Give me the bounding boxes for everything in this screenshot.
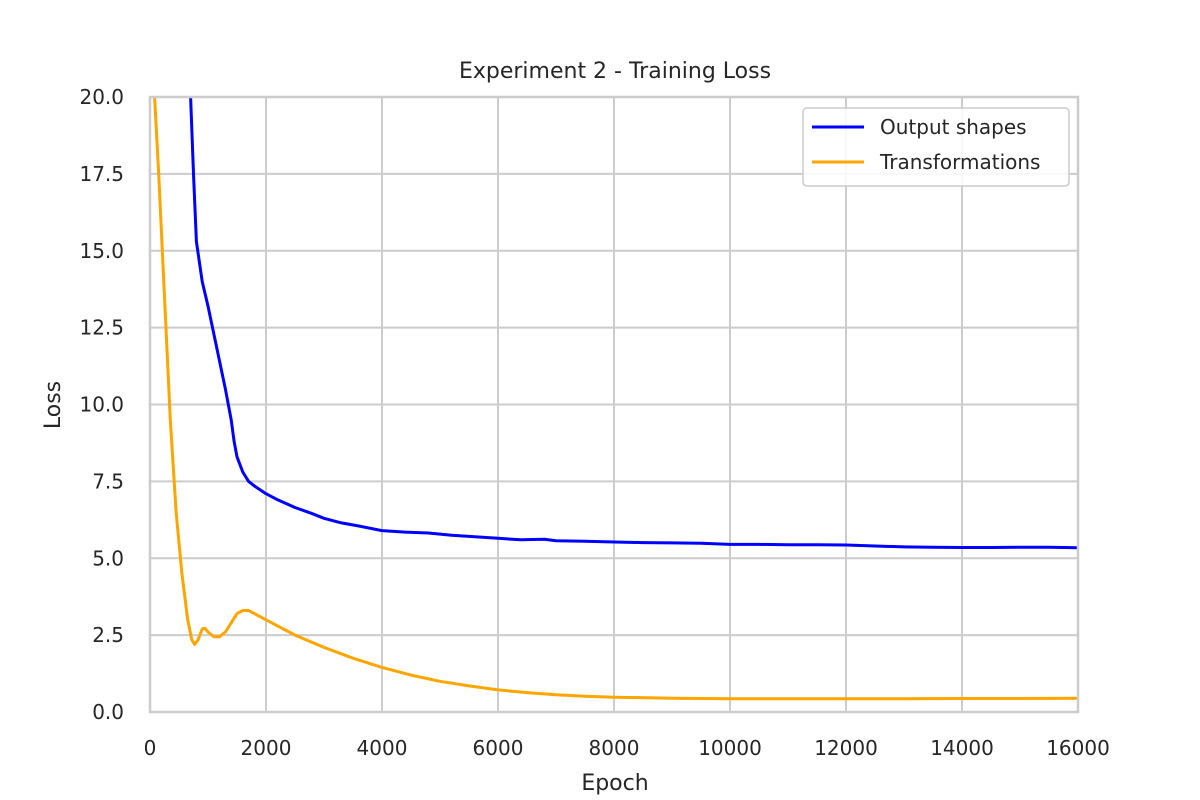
- chart-title: Experiment 2 - Training Loss: [459, 59, 771, 84]
- y-tick-label: 12.5: [79, 316, 124, 340]
- x-tick-label: 16000: [1046, 736, 1110, 760]
- y-tick-label: 20.0: [79, 85, 124, 109]
- legend-box: [802, 107, 1070, 187]
- x-tick-label: 0: [144, 736, 157, 760]
- x-axis-title: Epoch: [581, 771, 648, 796]
- grid: [149, 96, 1079, 713]
- series-line-output-shapes: [189, 97, 1078, 550]
- y-tick-label: 17.5: [79, 162, 124, 186]
- x-tick-label: 6000: [473, 736, 524, 760]
- y-axis-ticks: 0.0 2.5 5.0 7.5 10.0 12.5 15.0 17.5 20.0: [79, 85, 124, 724]
- x-tick-label: 4000: [357, 736, 408, 760]
- y-tick-label: 10.0: [79, 393, 124, 417]
- series-layer: [153, 97, 1078, 701]
- x-axis-ticks: 0 2000 4000 6000 8000 10000 12000 14000 16000: [144, 736, 1110, 760]
- y-tick-label: 7.5: [92, 469, 124, 493]
- x-tick-label: 10000: [698, 736, 762, 760]
- y-tick-label: 5.0: [92, 546, 124, 570]
- x-tick-label: 12000: [814, 736, 878, 760]
- series-line-transformations: [153, 97, 1078, 701]
- y-axis-title: Loss: [41, 381, 66, 429]
- plot-frame: [148, 95, 1080, 714]
- x-tick-label: 8000: [589, 736, 640, 760]
- x-tick-label: 2000: [241, 736, 292, 760]
- y-tick-label: 2.5: [92, 623, 124, 647]
- x-tick-label: 14000: [930, 736, 994, 760]
- legend-label-transformations: Transformations: [879, 150, 1040, 174]
- y-tick-label: 0.0: [92, 700, 124, 724]
- y-tick-label: 15.0: [79, 239, 124, 263]
- legend-label-output-shapes: Output shapes: [880, 115, 1027, 139]
- legend: Output shapes Transformations: [802, 107, 1070, 187]
